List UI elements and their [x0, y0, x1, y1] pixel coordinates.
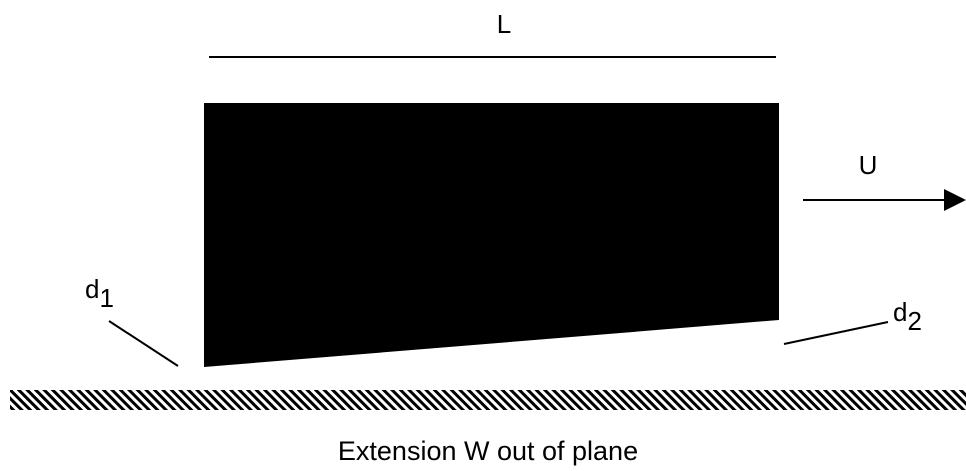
velocity-arrowhead	[944, 189, 966, 211]
ground-surface	[10, 390, 966, 410]
outlet-gap-label: d2	[893, 297, 922, 336]
length-label: L	[497, 9, 511, 39]
slider-pad	[204, 103, 779, 367]
velocity-label: U	[859, 150, 878, 180]
caption: Extension W out of plane	[338, 436, 638, 466]
inlet-gap-label: d1	[85, 274, 114, 313]
outlet-gap-leader	[783, 321, 889, 345]
inlet-gap-leader	[108, 320, 179, 367]
